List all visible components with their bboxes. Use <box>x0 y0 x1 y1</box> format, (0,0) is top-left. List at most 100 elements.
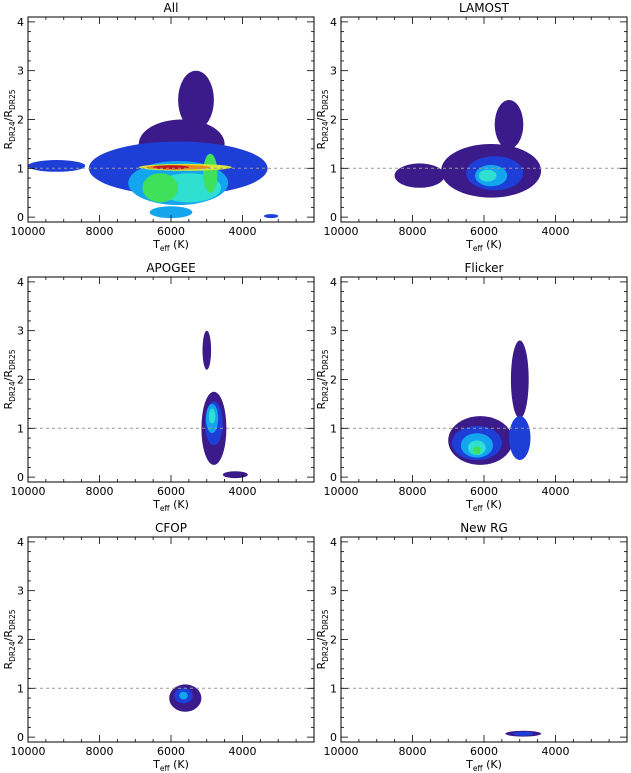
x-tick-label: 6000 <box>157 225 185 238</box>
x-tick-label: 6000 <box>470 745 498 758</box>
x-tick-label: 4000 <box>229 745 257 758</box>
plot-frame <box>340 536 628 743</box>
y-tick-label: 0 <box>330 731 337 744</box>
y-tick-label: 4 <box>17 536 24 549</box>
density-region <box>264 214 279 219</box>
panel-title: Flicker <box>464 261 503 275</box>
y-tick-label: 2 <box>330 634 337 647</box>
y-axis-title: RDR24/RDR25 <box>315 89 330 149</box>
y-tick-label: 1 <box>330 422 337 435</box>
x-tick-label: 4000 <box>542 485 570 498</box>
y-tick-label: 3 <box>330 65 337 78</box>
y-tick-label: 3 <box>330 325 337 338</box>
density-region <box>513 731 534 736</box>
y-tick-label: 4 <box>17 276 24 289</box>
y-axis-title: RDR24/RDR25 <box>2 609 17 669</box>
density-region <box>494 100 524 149</box>
density-region <box>473 446 481 455</box>
y-tick-label: 4 <box>330 276 337 289</box>
density-region <box>510 340 529 419</box>
y-tick-label: 1 <box>17 682 24 695</box>
x-axis-title: Teff (K) <box>465 758 502 773</box>
y-axis-title: RDR24/RDR25 <box>2 349 17 409</box>
y-axis-title: RDR24/RDR25 <box>2 89 17 149</box>
x-tick-label: 10000 <box>324 745 359 758</box>
y-tick-label: 2 <box>17 114 24 127</box>
x-tick-label: 8000 <box>86 745 114 758</box>
density-contours <box>505 730 542 737</box>
panel-title: CFOP <box>155 521 187 535</box>
x-tick-label: 10000 <box>11 485 46 498</box>
x-tick-label: 4000 <box>542 225 570 238</box>
x-tick-label: 8000 <box>399 225 427 238</box>
density-region <box>153 165 189 170</box>
y-tick-label: 2 <box>330 374 337 387</box>
y-tick-label: 2 <box>17 374 24 387</box>
y-tick-label: 3 <box>17 65 24 78</box>
x-axis-title: Teff (K) <box>152 238 189 253</box>
panel-title: APOGEE <box>146 261 195 275</box>
density-region <box>178 70 214 130</box>
x-tick-label: 4000 <box>542 745 570 758</box>
y-axis-title: RDR24/RDR25 <box>315 349 330 409</box>
y-tick-label: 1 <box>330 162 337 175</box>
x-tick-label: 6000 <box>157 745 185 758</box>
panel-title: All <box>164 1 179 15</box>
density-region <box>149 206 193 219</box>
y-tick-label: 0 <box>330 471 337 484</box>
x-tick-label: 8000 <box>86 225 114 238</box>
x-axis-title: Teff (K) <box>465 238 502 253</box>
panel-3: 0 1 2 3 4 10000 8000 6000 4000 APOGEE Teff (K) RDR2… <box>2 261 315 513</box>
x-tick-label: 10000 <box>11 745 46 758</box>
x-tick-label: 8000 <box>86 485 114 498</box>
panel-title: New RG <box>460 521 508 535</box>
y-tick-label: 2 <box>330 114 337 127</box>
x-tick-label: 8000 <box>399 485 427 498</box>
y-tick-label: 1 <box>330 682 337 695</box>
y-tick-label: 0 <box>17 731 24 744</box>
y-tick-label: 2 <box>17 634 24 647</box>
density-contours <box>28 70 279 219</box>
x-tick-label: 10000 <box>11 225 46 238</box>
density-region <box>202 330 212 370</box>
y-axis-title: RDR24/RDR25 <box>315 609 330 669</box>
x-tick-label: 4000 <box>229 225 257 238</box>
y-tick-label: 1 <box>17 422 24 435</box>
y-tick-label: 3 <box>330 585 337 598</box>
density-region <box>142 173 179 203</box>
density-region <box>509 416 531 461</box>
x-tick-label: 6000 <box>470 225 498 238</box>
plot-frame <box>27 536 315 743</box>
density-region <box>222 471 248 479</box>
y-tick-label: 4 <box>17 16 24 29</box>
y-tick-label: 0 <box>17 471 24 484</box>
panel-title: LAMOST <box>459 1 510 15</box>
plot-frame <box>27 276 315 483</box>
panel-1: 0 1 2 3 4 10000 8000 6000 4000 All Teff (K) RDR24/R… <box>2 1 315 253</box>
x-tick-label: 10000 <box>324 225 359 238</box>
x-axis-title: Teff (K) <box>465 498 502 513</box>
panel-2: 0 1 2 3 4 10000 8000 6000 4000 LAMOST Teff (K) RDR2… <box>315 1 628 253</box>
density-contours <box>448 340 531 465</box>
density-region <box>28 160 86 172</box>
density-contours <box>394 100 542 198</box>
x-tick-label: 6000 <box>470 485 498 498</box>
y-tick-label: 3 <box>17 585 24 598</box>
panel-5: 0 1 2 3 4 10000 8000 6000 4000 CFOP Teff (K) RDR24/… <box>2 521 315 773</box>
density-region <box>478 169 497 182</box>
y-tick-label: 4 <box>330 16 337 29</box>
density-region <box>203 153 218 193</box>
y-tick-label: 4 <box>330 536 337 549</box>
y-tick-label: 1 <box>17 162 24 175</box>
x-tick-label: 8000 <box>399 745 427 758</box>
y-tick-label: 0 <box>17 211 24 224</box>
x-axis-title: Teff (K) <box>152 758 189 773</box>
x-tick-label: 6000 <box>157 485 185 498</box>
x-tick-label: 4000 <box>229 485 257 498</box>
density-region <box>179 691 188 700</box>
y-tick-label: 3 <box>17 325 24 338</box>
density-region <box>208 408 216 424</box>
x-axis-title: Teff (K) <box>152 498 189 513</box>
panel-4: 0 1 2 3 4 10000 8000 6000 4000 Flicker Teff (K) RDR… <box>315 261 628 513</box>
